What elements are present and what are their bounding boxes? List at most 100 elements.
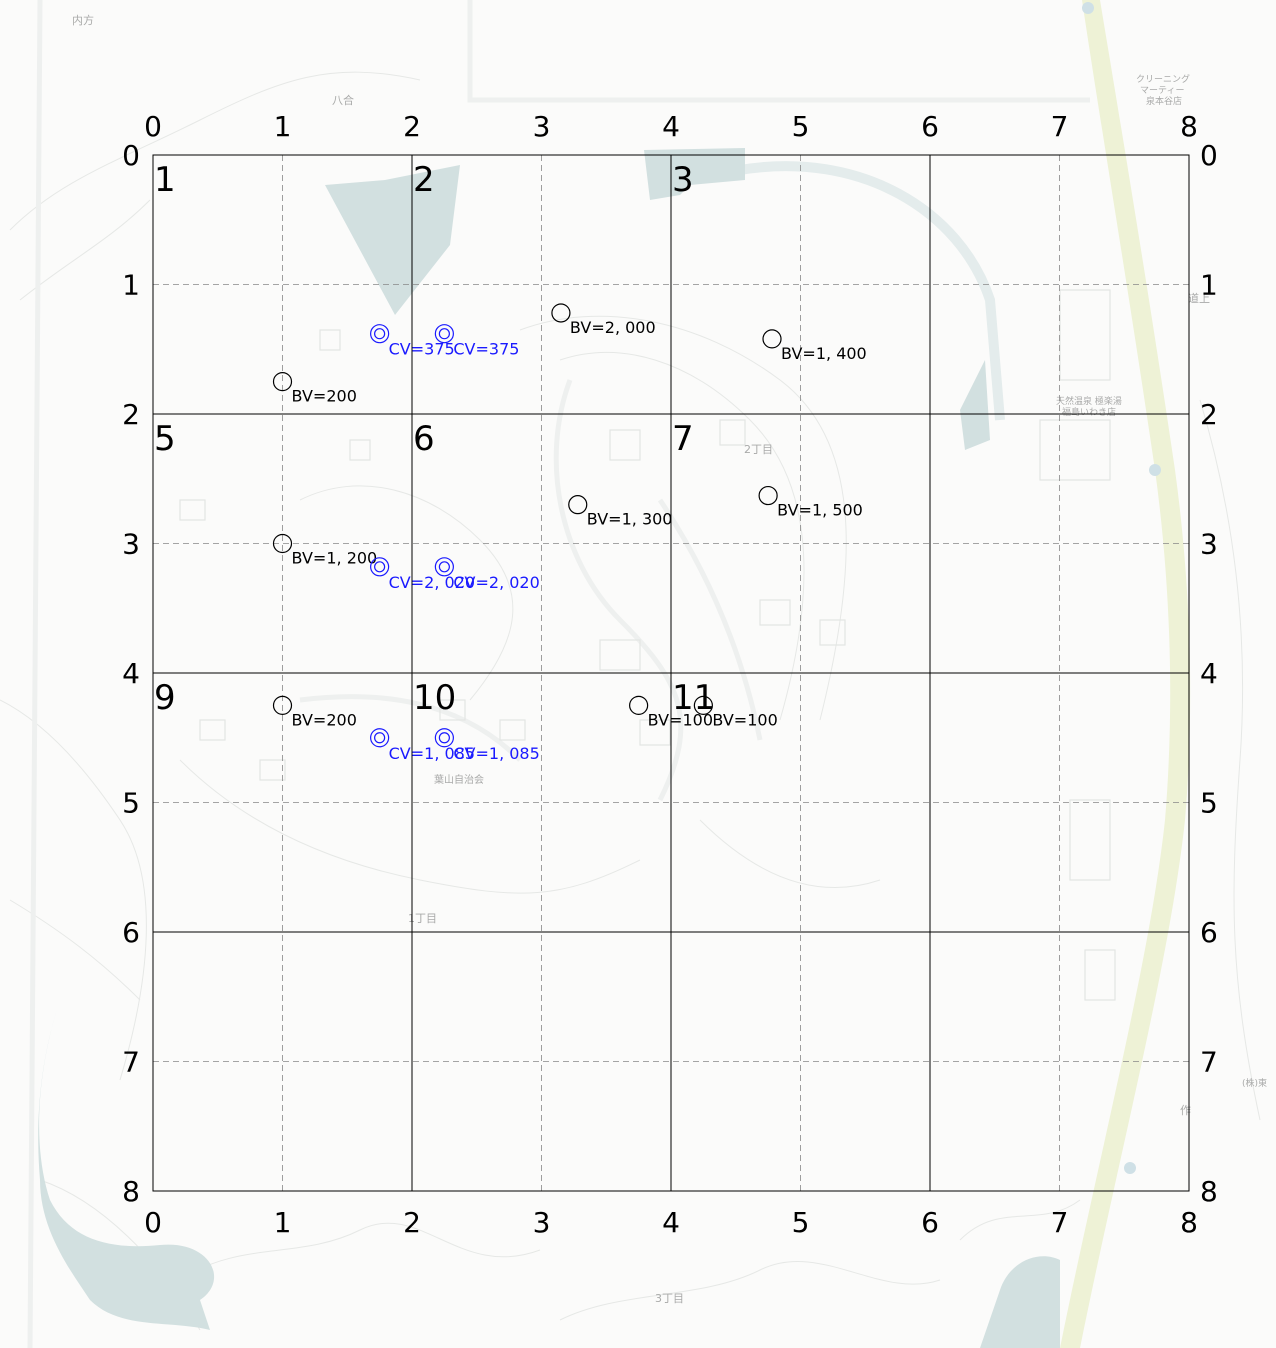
cv-point[interactable]: CV=375 <box>434 324 519 359</box>
route-shield-icon <box>1149 464 1161 476</box>
route-shield-icon <box>1082 2 1094 14</box>
place-label: 泉本谷店 <box>1146 95 1182 107</box>
right-tick-label: 0 <box>1200 139 1218 172</box>
cv-marker-icon <box>434 557 454 577</box>
right-tick-label: 8 <box>1200 1175 1218 1208</box>
bv-point[interactable]: BV=1, 300 <box>568 495 673 529</box>
top-tick-label: 2 <box>403 110 421 143</box>
top-tick-label: 6 <box>921 110 939 143</box>
place-label: (株)東 <box>1242 1077 1267 1089</box>
right-tick-label: 4 <box>1200 657 1218 690</box>
cell-number: 9 <box>154 678 176 718</box>
cv-marker-icon <box>370 557 390 577</box>
cv-point[interactable]: CV=375 <box>370 324 455 359</box>
bv-marker-icon <box>762 329 782 349</box>
canal <box>739 161 1005 421</box>
cv-label: CV=375 <box>389 340 455 359</box>
cv-point[interactable]: CV=2, 020 <box>434 557 540 592</box>
cv-marker-inner <box>438 328 450 340</box>
cv-marker-inner <box>438 732 450 744</box>
cv-marker-inner <box>374 328 386 340</box>
cv-label: CV=1, 085 <box>389 744 475 763</box>
cv-marker-icon <box>370 324 390 344</box>
top-tick-label: 7 <box>1051 110 1069 143</box>
right-tick-labels: 0 1 2 3 4 5 6 7 8 <box>1200 139 1218 1208</box>
right-tick-label: 6 <box>1200 916 1218 949</box>
place-label: 1丁目 <box>408 912 437 925</box>
cv-marker-inner <box>374 561 386 573</box>
place-label: 3丁目 <box>655 1292 684 1305</box>
bv-point[interactable]: BV=200 <box>272 372 357 406</box>
cell-number: 10 <box>413 678 456 718</box>
grid-frame <box>152 154 1190 1192</box>
left-tick-label: 0 <box>122 139 140 172</box>
right-tick-label: 7 <box>1200 1046 1218 1079</box>
bv-label: BV=1, 400 <box>781 344 867 363</box>
bv-point[interactable]: BV=2, 000 <box>551 303 656 337</box>
bv-label: BV=1, 500 <box>777 501 863 520</box>
pond-northeast <box>644 148 745 200</box>
cv-point[interactable]: CV=2, 020 <box>370 557 475 592</box>
cv-point[interactable]: CV=1, 085 <box>370 728 475 763</box>
top-tick-label: 1 <box>274 110 292 143</box>
bv-marker-icon <box>272 695 293 715</box>
bv-point[interactable]: BV=1, 500 <box>758 485 863 520</box>
bv-label: BV=1, 200 <box>292 549 378 568</box>
cv-marker-icon <box>434 324 454 344</box>
top-tick-label: 4 <box>662 110 680 143</box>
bv-point[interactable]: BV=100 <box>629 695 713 729</box>
survey-points: BV=200 BV=2, 000 BV=1, 400 BV=1, 200 BV=1, 3… <box>272 303 867 763</box>
bv-point[interactable]: BV=200 <box>272 695 357 729</box>
cv-marker-icon <box>434 728 454 748</box>
right-tick-label: 5 <box>1200 787 1218 820</box>
cell-number: 5 <box>154 419 176 459</box>
bottom-tick-label: 8 <box>1180 1206 1198 1239</box>
bv-marker-icon <box>568 495 588 515</box>
top-tick-label: 3 <box>533 110 551 143</box>
place-label: 葉山自治会 <box>434 773 484 786</box>
place-label: 内方 <box>72 13 94 27</box>
top-tick-label: 8 <box>1180 110 1198 143</box>
place-label: 作 <box>1180 1104 1191 1117</box>
bottom-tick-label: 5 <box>792 1206 810 1239</box>
bv-marker-icon <box>693 695 713 715</box>
bv-marker-icon <box>272 372 293 392</box>
left-tick-label: 2 <box>122 398 140 431</box>
left-tick-label: 8 <box>122 1175 140 1208</box>
bv-label: BV=100 <box>712 710 777 729</box>
bottom-tick-label: 2 <box>403 1206 421 1239</box>
left-tick-label: 6 <box>122 916 140 949</box>
highway <box>1060 0 1191 1348</box>
pond-southeast <box>980 1256 1060 1348</box>
right-tick-label: 1 <box>1200 269 1218 302</box>
grid-overlay <box>152 154 1190 1192</box>
top-tick-label: 0 <box>144 110 162 143</box>
bv-label: BV=200 <box>292 710 357 729</box>
basemap-labels: 内方 八合 クリーニング マーティー 泉本谷店 天然温泉 極楽湯 福島いわき店 … <box>72 13 1267 1305</box>
place-label: 2丁目 <box>744 443 773 456</box>
right-tick-label: 3 <box>1200 528 1218 561</box>
left-tick-label: 5 <box>122 787 140 820</box>
bv-marker-icon <box>758 485 778 506</box>
place-label: クリーニング <box>1136 73 1190 85</box>
place-label: マーティー <box>1140 85 1184 96</box>
left-tick-label: 7 <box>122 1046 140 1079</box>
cv-point[interactable]: CV=1, 085 <box>434 728 540 763</box>
cv-marker-inner <box>374 732 386 744</box>
place-label: 八合 <box>332 93 354 107</box>
bv-point[interactable]: BV=100 <box>693 695 778 729</box>
cell-number-labels: 1 2 35 6 79 10 11 <box>154 160 715 718</box>
bv-point[interactable]: BV=1, 200 <box>272 533 378 568</box>
bv-label: BV=200 <box>292 387 357 406</box>
right-tick-label: 2 <box>1200 398 1218 431</box>
bv-point[interactable]: BV=1, 400 <box>762 329 867 363</box>
bv-marker-icon <box>272 533 293 554</box>
cell-number: 3 <box>672 160 694 200</box>
left-tick-label: 4 <box>122 657 140 690</box>
bottom-tick-label: 3 <box>533 1206 551 1239</box>
cell-number: 6 <box>413 419 435 459</box>
bottom-tick-label: 4 <box>662 1206 680 1239</box>
bv-label: BV=100 <box>648 710 713 729</box>
